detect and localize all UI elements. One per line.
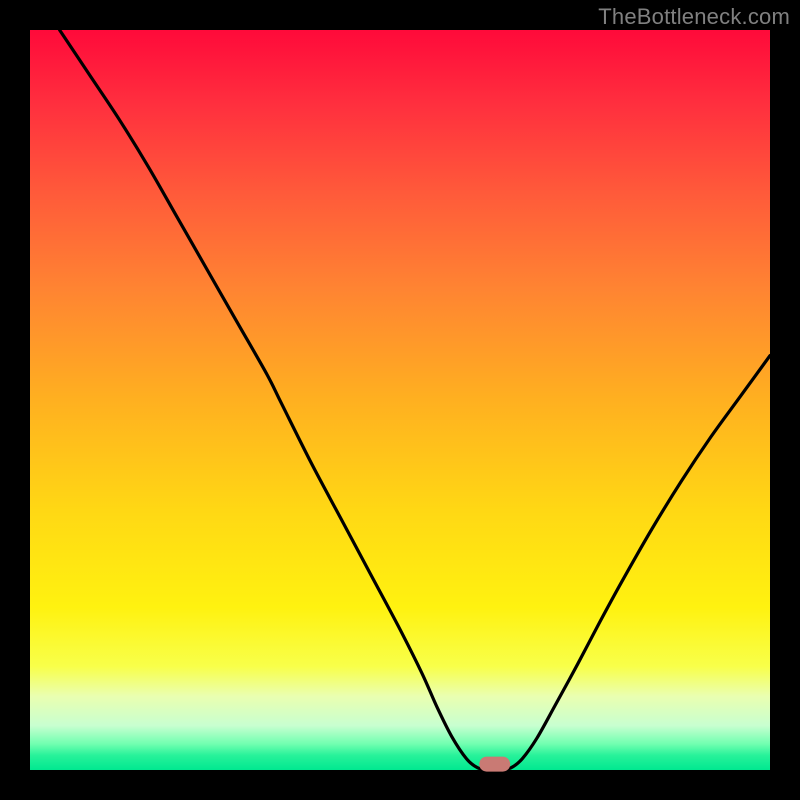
gradient-background	[30, 30, 770, 770]
bottleneck-chart	[0, 0, 800, 800]
optimal-marker	[480, 757, 510, 771]
watermark-text: TheBottleneck.com	[598, 4, 790, 30]
